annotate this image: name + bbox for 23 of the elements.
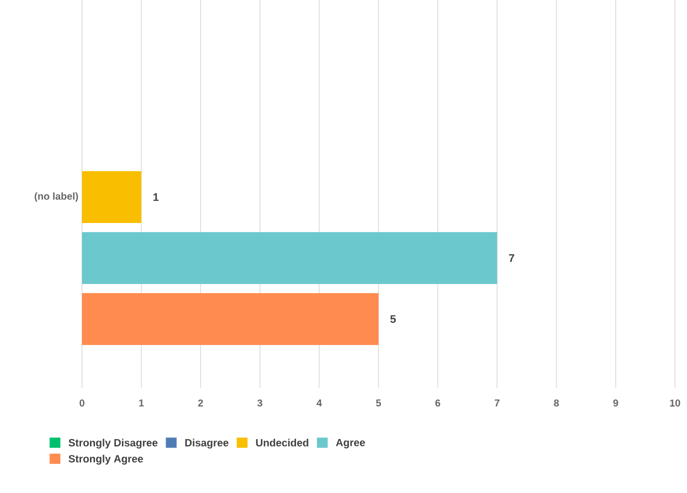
legend-label: Strongly Disagree bbox=[68, 438, 158, 449]
x-tick-label: 7 bbox=[494, 399, 500, 406]
legend-label: Disagree bbox=[185, 438, 228, 449]
data-label: 5 bbox=[390, 315, 396, 323]
x-tick-label: 3 bbox=[257, 399, 262, 407]
data-label: 7 bbox=[509, 254, 514, 262]
bar bbox=[82, 171, 142, 223]
legend-label: Undecided bbox=[256, 438, 308, 446]
legend-label: Agree bbox=[336, 438, 365, 448]
x-tick-label: 9 bbox=[613, 399, 618, 407]
x-tick-label: 1 bbox=[139, 399, 144, 406]
x-tick-label: 2 bbox=[198, 399, 203, 406]
x-tick-label: 10 bbox=[670, 399, 680, 407]
y-tick-label: (no label) bbox=[34, 192, 78, 202]
x-tick-label: 5 bbox=[376, 399, 381, 406]
x-tick-label: 8 bbox=[554, 399, 559, 407]
x-tick-label: 4 bbox=[316, 399, 322, 406]
x-tick-label: 0 bbox=[80, 399, 84, 407]
legend-label: Strongly Agree bbox=[68, 454, 143, 465]
data-label: 1 bbox=[153, 193, 159, 201]
bar bbox=[82, 293, 379, 345]
bar bbox=[82, 232, 498, 284]
x-tick-label: 6 bbox=[435, 399, 440, 407]
